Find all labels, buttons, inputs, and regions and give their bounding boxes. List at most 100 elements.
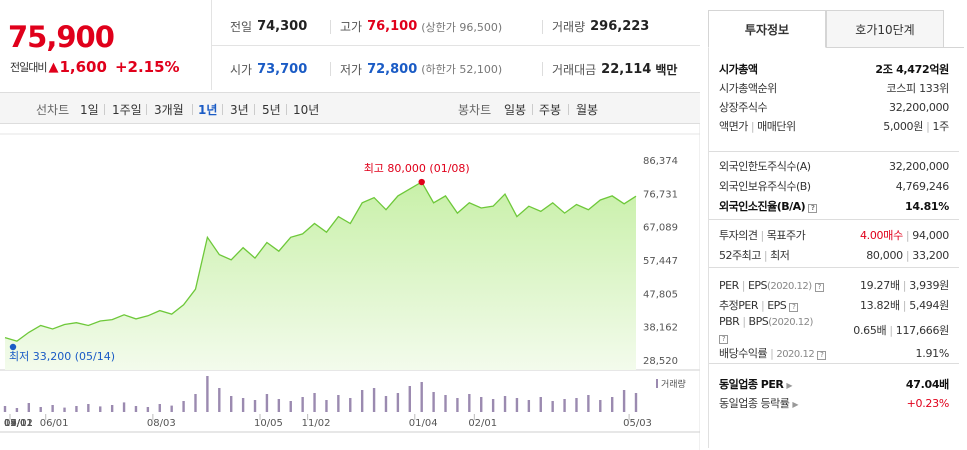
price-chart-svg: 최고 80,000 (01/08) 최저 33,200 (05/14) 86,37… bbox=[0, 124, 700, 450]
help-icon[interactable]: ? bbox=[719, 335, 728, 344]
volume-bar bbox=[408, 386, 411, 412]
separator: | bbox=[889, 324, 893, 337]
divider bbox=[542, 62, 543, 76]
sector-rate-label: 동일업종 등락률 bbox=[719, 397, 790, 410]
volume-bar bbox=[432, 392, 435, 412]
sector-per-key: 동일업종 PER ▶ bbox=[719, 376, 792, 392]
pbr-key: PBR | BPS(2020.12)? bbox=[719, 314, 813, 345]
divider bbox=[222, 104, 223, 115]
sector-per-label: 동일업종 PER bbox=[719, 378, 784, 391]
candle-daily[interactable]: 일봉 bbox=[504, 103, 527, 117]
x-tick-label: 12/01 bbox=[4, 418, 33, 429]
shares-value: 32,200,000 bbox=[889, 100, 949, 114]
pbr-year: (2020.12) bbox=[768, 317, 813, 328]
change-percent: +2.15% bbox=[114, 58, 180, 76]
separator: | bbox=[905, 229, 910, 242]
volume-bar bbox=[134, 406, 138, 412]
volume-bar bbox=[194, 394, 197, 412]
high-price: 고가 76,100 (상한가 96,500) bbox=[340, 8, 502, 45]
foreign-ratio-row: 외국인소진율(B/A)? 14.81% bbox=[719, 197, 949, 215]
period-1y[interactable]: 1년 bbox=[198, 103, 218, 117]
volume-bar bbox=[551, 401, 554, 412]
volume-bar bbox=[15, 408, 19, 412]
period-bar: 선차트 1일 1주일 3개월 1년 3년 5년 10년 봉차트 일봉 주봉 월봉 bbox=[0, 92, 700, 124]
volume-bar bbox=[349, 398, 352, 412]
x-tick-label: 07/01 bbox=[4, 418, 33, 429]
price-info-grid: 전일 74,300 고가 76,100 (상한가 96,500) 거래량 296… bbox=[212, 8, 700, 88]
market-cap-value: 2조 4,472억원 bbox=[875, 63, 949, 76]
volume-bar bbox=[63, 407, 66, 412]
fper-label: 추정PER bbox=[719, 299, 758, 312]
separator: | bbox=[742, 315, 746, 328]
amount-label: 거래대금 bbox=[552, 62, 597, 77]
volume-bar bbox=[289, 401, 292, 412]
per-value: 19.27배 bbox=[859, 279, 900, 292]
prev-close: 전일 74,300 bbox=[230, 8, 307, 45]
separator: | bbox=[926, 120, 930, 133]
period-1d[interactable]: 1일 bbox=[80, 103, 99, 117]
foreign-ratio-label: 외국인소진율(B/A) bbox=[719, 200, 806, 213]
volume-bar bbox=[146, 407, 150, 412]
volume-bar bbox=[337, 395, 340, 412]
face-key: 액면가 | 매매단위 bbox=[719, 118, 796, 134]
div-row: 배당수익률 | 2020.12? 1.91% bbox=[719, 344, 949, 362]
pbr-value-group: 0.65배 | 117,666원 bbox=[853, 322, 949, 338]
price-chart: 최고 80,000 (01/08) 최저 33,200 (05/14) 86,37… bbox=[0, 124, 700, 450]
volume-bar bbox=[253, 400, 257, 412]
feps-value: 5,494원 bbox=[909, 299, 949, 312]
sector-rate-row[interactable]: 동일업종 등락률 ▶ +0.23% bbox=[719, 394, 949, 412]
help-icon[interactable]: ? bbox=[789, 303, 799, 312]
volume-bar bbox=[527, 400, 531, 412]
x-tick-label: 04/01 bbox=[4, 418, 33, 429]
fper-key: 추정PER | EPS? bbox=[719, 297, 799, 313]
line-chart-label: 선차트 bbox=[36, 103, 70, 117]
period-5y[interactable]: 5년 bbox=[262, 103, 281, 117]
opinion-row: 투자의견 | 목표주가 4.00매수 | 94,000 bbox=[719, 226, 949, 244]
volume-bar bbox=[396, 393, 400, 412]
period-10y[interactable]: 10년 bbox=[293, 103, 320, 117]
w52-key: 52주최고 | 최저 bbox=[719, 247, 790, 263]
period-3y[interactable]: 3년 bbox=[230, 103, 249, 117]
sector-per-row[interactable]: 동일업종 PER ▶ 47.04배 bbox=[719, 375, 949, 393]
foreign-limit-label: 외국인한도주식수(A) bbox=[719, 160, 811, 173]
bps-label: BPS bbox=[748, 315, 769, 328]
open-label: 시가 bbox=[230, 62, 253, 77]
x-tick-label: 11/02 bbox=[302, 418, 331, 429]
candle-monthly[interactable]: 월봉 bbox=[576, 103, 599, 117]
x-tick-label: 03/02 bbox=[4, 418, 33, 429]
volume-bar bbox=[301, 397, 304, 412]
period-3m[interactable]: 3개월 bbox=[154, 103, 184, 117]
separator: | bbox=[760, 229, 764, 242]
upper-limit: (상한가 96,500) bbox=[421, 20, 503, 34]
foreign-ratio-value: 14.81% bbox=[904, 199, 949, 213]
opinion-key: 투자의견 | 목표주가 bbox=[719, 227, 806, 243]
price-line bbox=[4, 181, 637, 342]
opinion-value-group: 4.00매수 | 94,000 bbox=[860, 227, 949, 243]
y-tick-label: 86,374 bbox=[643, 156, 678, 167]
invest-panel: 시가총액 2조 4,472억원 시가총액순위 코스피 133위 상장주식수 32… bbox=[708, 48, 959, 448]
market-cap-row: 시가총액 2조 4,472억원 bbox=[719, 60, 949, 78]
candle-weekly[interactable]: 주봉 bbox=[539, 103, 562, 117]
low-annotation: 최저 33,200 (05/14) bbox=[9, 350, 115, 363]
tab-invest-info[interactable]: 투자정보 bbox=[708, 10, 826, 48]
separator: | bbox=[763, 249, 768, 262]
x-tick-label: 08/03 bbox=[147, 418, 176, 429]
per-value-group: 19.27배 | 3,939원 bbox=[860, 277, 949, 293]
y-tick-label: 76,731 bbox=[643, 189, 678, 200]
y-tick-label: 57,447 bbox=[643, 256, 678, 267]
price-area bbox=[5, 182, 636, 370]
low-price: 저가 72,800 (하한가 52,100) bbox=[340, 50, 502, 88]
help-icon[interactable]: ? bbox=[814, 282, 824, 292]
foreign-ratio-key: 외국인소진율(B/A)? bbox=[719, 198, 818, 214]
tab-orderbook[interactable]: 호가10단계 bbox=[826, 10, 944, 48]
fper-value: 13.82배 bbox=[859, 299, 900, 312]
sector-rate-value-group: +0.23% bbox=[907, 397, 950, 410]
div-label: 배당수익률 bbox=[719, 347, 768, 360]
help-icon[interactable]: ? bbox=[817, 351, 827, 360]
period-1w[interactable]: 1주일 bbox=[112, 103, 142, 117]
volume-bar bbox=[27, 403, 31, 412]
help-icon[interactable]: ? bbox=[808, 204, 818, 213]
x-tick-label: 01/04 bbox=[409, 418, 438, 429]
trade-amount: 거래대금 22,114 백만 bbox=[552, 50, 682, 88]
unit-label: 매매단위 bbox=[757, 120, 796, 133]
